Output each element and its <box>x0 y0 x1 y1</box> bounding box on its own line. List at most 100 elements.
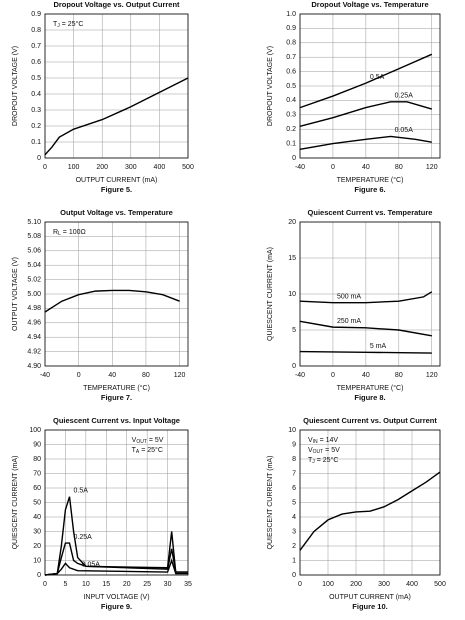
x-tick-label: 120 <box>174 372 186 379</box>
y-tick-label: 0.5 <box>286 83 296 90</box>
x-tick-label: 120 <box>426 372 438 379</box>
series-line <box>299 135 432 151</box>
y-tick-label: 5.06 <box>27 248 41 255</box>
plot-frame <box>299 13 441 159</box>
y-tick-label: 0 <box>292 363 296 370</box>
x-tick-label: 5 <box>63 581 67 588</box>
plot-frame <box>44 13 189 159</box>
chart-title: Dropout Voltage vs. Output Current <box>53 0 180 9</box>
figure-caption: Figure 9. <box>101 602 132 611</box>
annotation-part: OUT <box>136 439 147 445</box>
y-tick-label: 5.00 <box>27 291 41 298</box>
annotation: TJ = 25°C <box>308 456 338 465</box>
plot-frame <box>44 429 189 576</box>
annotation-part: A <box>136 449 140 455</box>
y-tick-label: 4 <box>292 514 296 521</box>
series-line <box>299 101 432 127</box>
series-line <box>44 496 188 576</box>
series-line <box>299 53 433 109</box>
annotation-part: = 25°C <box>139 446 163 454</box>
x-tick-label: 120 <box>426 164 438 171</box>
x-tick-label: 300 <box>125 164 137 171</box>
y-tick-label: 0.1 <box>286 140 296 147</box>
y-tick-label: 7 <box>292 470 296 477</box>
y-axis-label: QUIESCENT CURRENT (mA) <box>12 456 19 550</box>
y-tick-label: 0 <box>292 155 296 162</box>
x-tick-label: 500 <box>434 581 446 588</box>
x-tick-label: 400 <box>406 581 418 588</box>
x-tick-label: 20 <box>123 581 131 588</box>
x-axis-label: OUTPUT CURRENT (mA) <box>329 594 411 601</box>
x-tick-label: 200 <box>96 164 108 171</box>
series-label: 5 mA <box>370 343 387 350</box>
y-tick-label: 1.0 <box>286 11 296 18</box>
x-tick-label: 40 <box>362 372 370 379</box>
x-tick-label: 100 <box>322 581 334 588</box>
annotation-part: V <box>132 437 137 444</box>
figure-caption: Figure 10. <box>352 602 387 611</box>
y-tick-label: 0.6 <box>31 59 41 66</box>
x-axis-label: TEMPERATURE (°C) <box>83 384 150 392</box>
y-tick-label: 0.4 <box>31 91 41 98</box>
y-tick-label: 2 <box>292 543 296 550</box>
annotation-part: = 5V <box>323 447 340 454</box>
annotation-part: = 25°C <box>315 456 339 464</box>
y-tick-label: 40 <box>33 514 41 521</box>
x-tick-label: 0 <box>298 581 302 588</box>
y-tick-label: 0.8 <box>31 27 41 34</box>
x-axis-label: INPUT VOLTAGE (V) <box>83 594 149 601</box>
y-tick-label: 4.96 <box>27 320 41 327</box>
annotation-part: = 14V <box>318 437 339 444</box>
series-line <box>44 289 180 313</box>
x-axis-label: TEMPERATURE (°C) <box>337 384 404 392</box>
annotation: VIN = 14V <box>308 437 338 445</box>
x-tick-label: 10 <box>82 581 90 588</box>
annotation: VOUT = 5V <box>132 437 164 445</box>
x-tick-label: 0 <box>331 372 335 379</box>
series-line <box>44 77 189 156</box>
x-tick-label: 80 <box>395 372 403 379</box>
y-tick-label: 20 <box>288 219 296 226</box>
series-label: 0.25A <box>395 93 414 100</box>
chart-title: Quiescent Current vs. Temperature <box>308 208 433 217</box>
x-tick-label: 200 <box>350 581 362 588</box>
plot-frame <box>299 429 441 576</box>
y-tick-label: 0 <box>37 572 41 579</box>
plot-frame <box>299 221 441 367</box>
figure-caption: Figure 5. <box>101 185 132 194</box>
series-label: 500 mA <box>337 293 361 300</box>
y-tick-label: 1 <box>292 557 296 564</box>
y-tick-label: 0.8 <box>286 40 296 47</box>
series-label: 0.5A <box>74 488 89 495</box>
y-axis-label: DROPOUT VOLTAGE (V) <box>267 46 274 126</box>
annotation-part: J <box>57 23 60 29</box>
x-tick-label: -40 <box>295 164 305 171</box>
chart-title: Quiescent Current vs. Output Current <box>303 416 437 425</box>
series-line <box>44 542 188 576</box>
annotation-part: V <box>308 437 313 444</box>
y-tick-label: 0.7 <box>31 43 41 50</box>
x-tick-label: 25 <box>143 581 151 588</box>
y-tick-label: 0 <box>292 572 296 579</box>
x-tick-label: 30 <box>164 581 172 588</box>
x-axis-label: OUTPUT CURRENT (mA) <box>76 177 158 184</box>
annotation: TA = 25°C <box>132 446 163 455</box>
x-tick-label: 0 <box>77 372 81 379</box>
annotation-part: IN <box>313 439 318 445</box>
annotation: RL = 100Ω <box>53 229 86 237</box>
y-axis-label: QUIESCENT CURRENT (mA) <box>267 247 274 341</box>
annotation-part: OUT <box>313 449 324 455</box>
series-line <box>299 291 433 304</box>
y-tick-label: 10 <box>33 557 41 564</box>
y-tick-label: 0.9 <box>31 11 41 18</box>
annotation-part: J <box>312 459 315 465</box>
y-tick-label: 30 <box>33 528 41 535</box>
annotation-part: T <box>308 457 313 464</box>
figure-caption: Figure 7. <box>101 393 132 402</box>
x-tick-label: 300 <box>378 581 390 588</box>
series-line <box>299 471 441 551</box>
annotation-part: R <box>53 229 58 236</box>
series-label: 0.25A <box>74 534 93 541</box>
annotation: TJ = 25°C <box>53 20 83 29</box>
y-tick-label: 4.94 <box>27 334 41 341</box>
